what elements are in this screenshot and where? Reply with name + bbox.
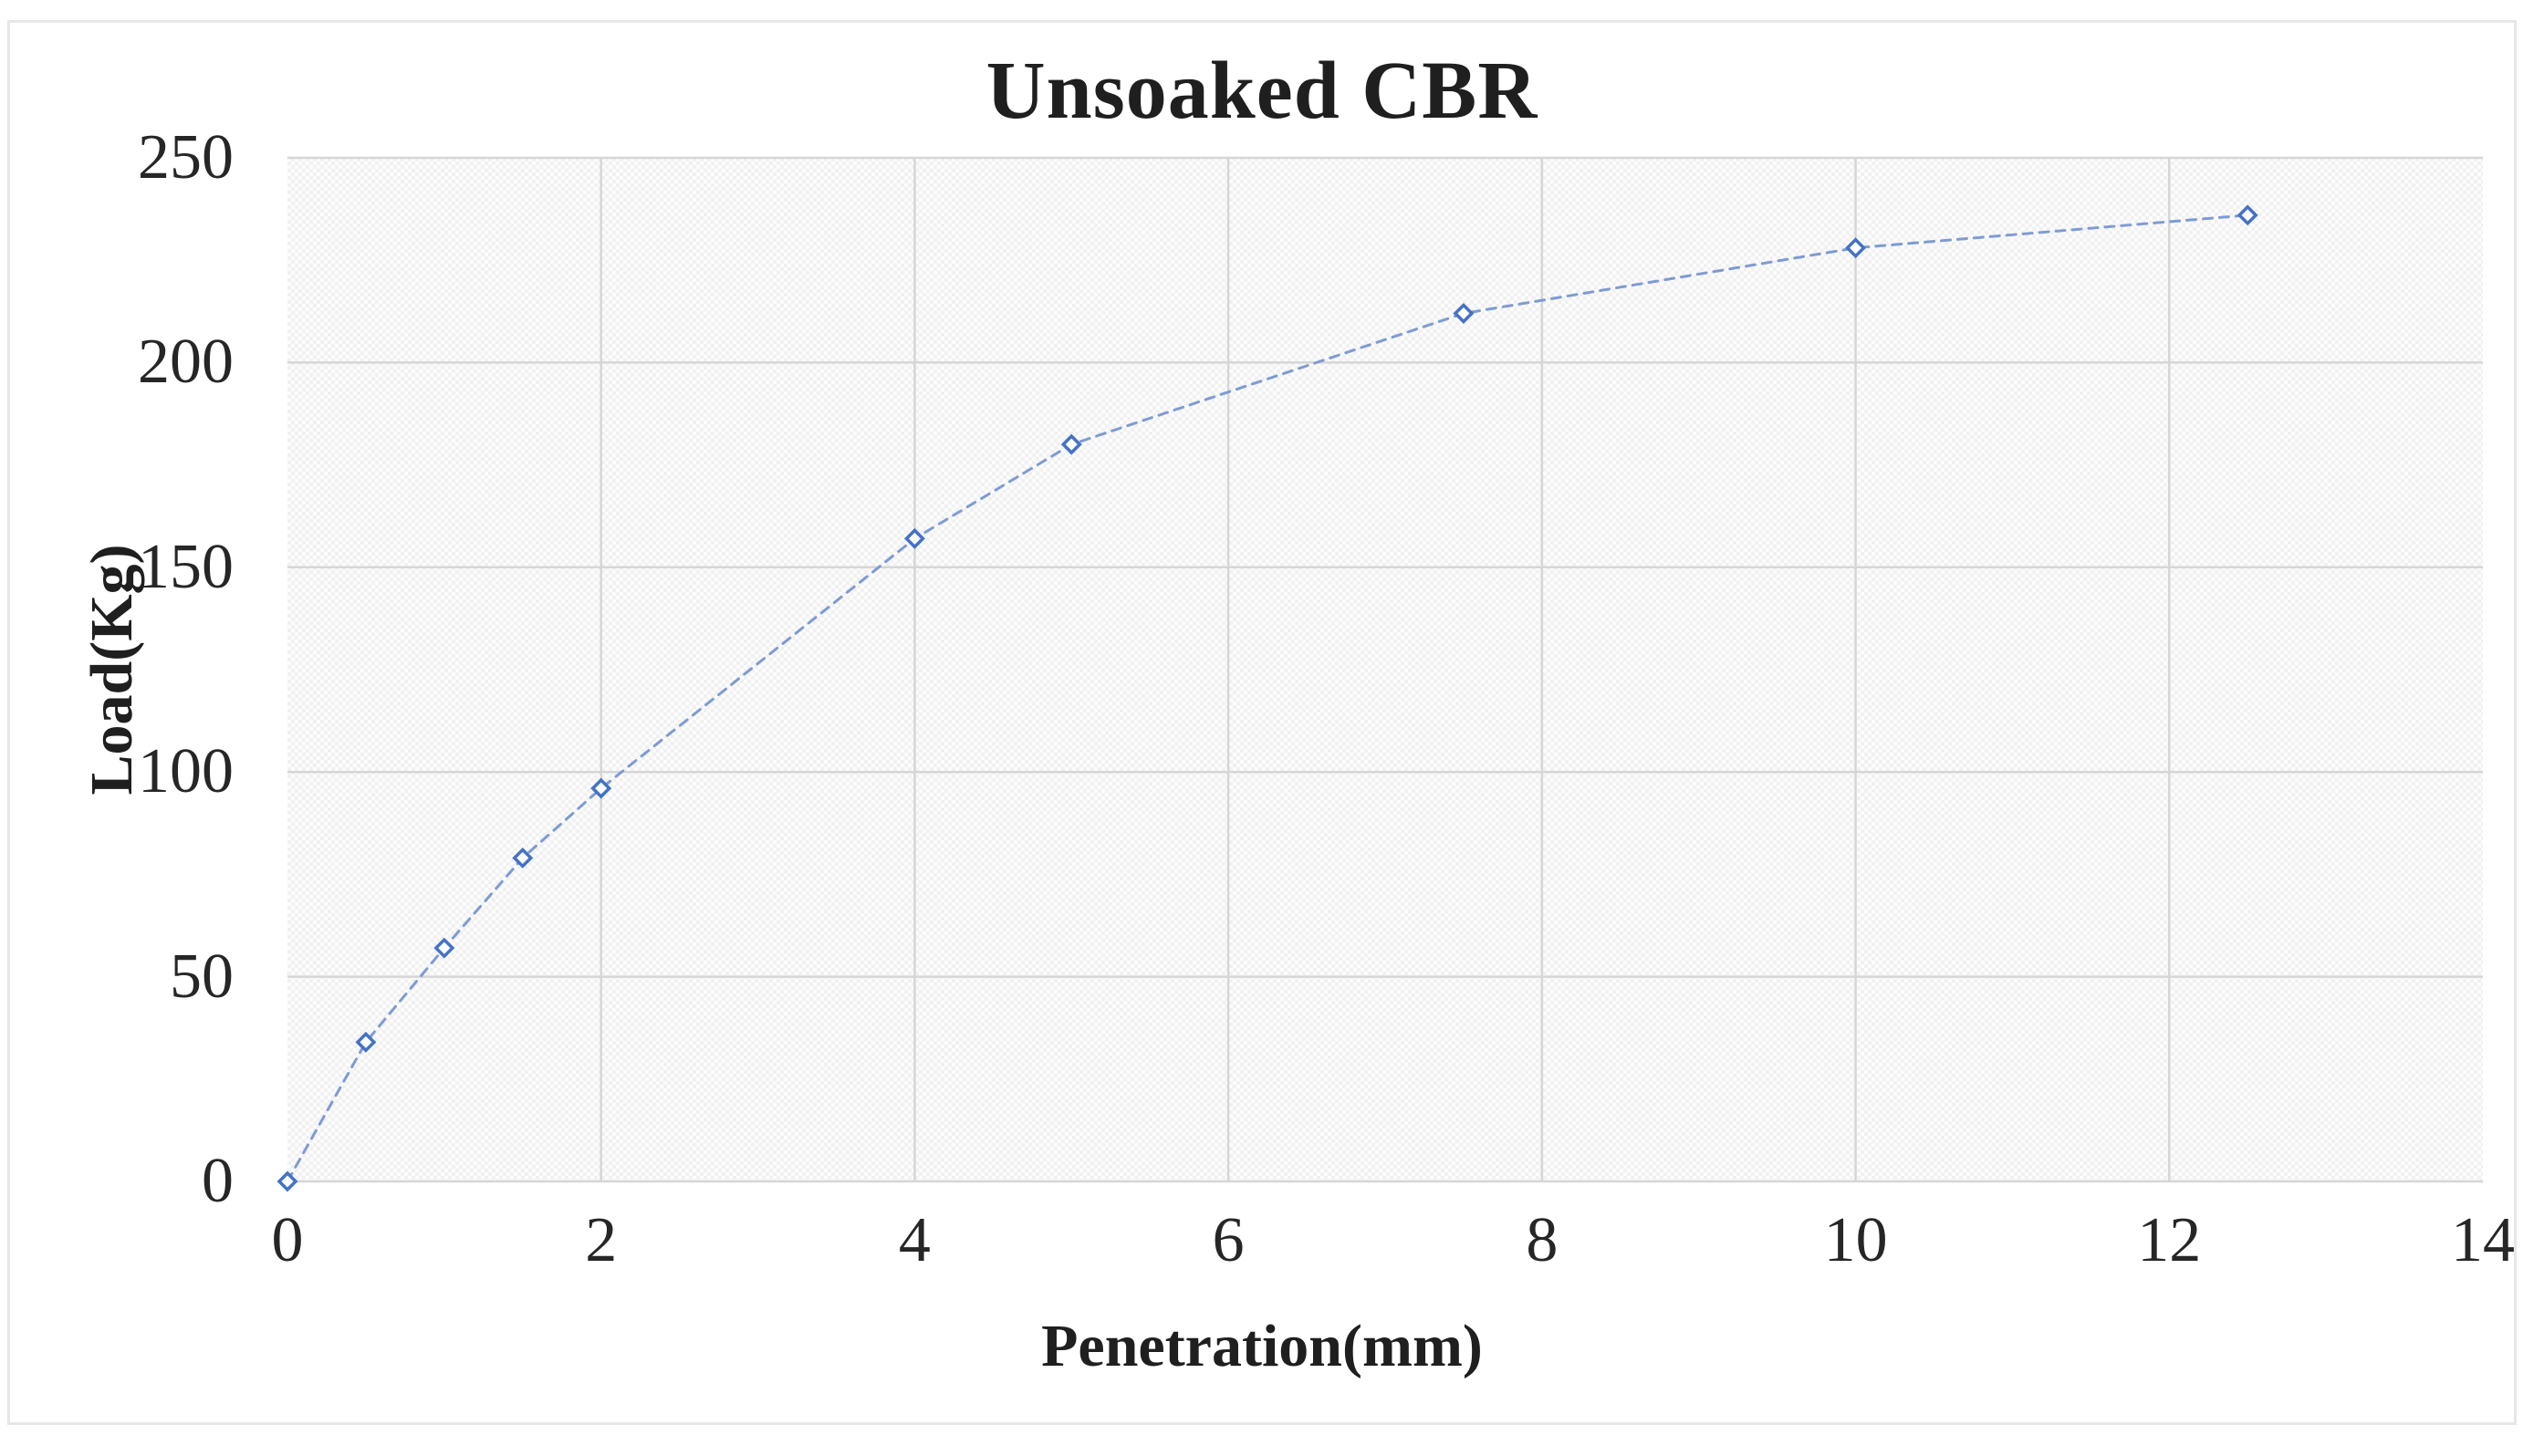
data-point-marker bbox=[590, 777, 612, 799]
series-line bbox=[286, 213, 2249, 1183]
x-tick-label: 6 bbox=[1212, 1205, 1245, 1275]
y-tick-label: 100 bbox=[138, 736, 234, 807]
data-point-marker bbox=[512, 847, 534, 868]
x-axis-title: Penetration(mm) bbox=[1041, 1313, 1483, 1379]
data-point-marker bbox=[433, 937, 455, 959]
data-point-marker bbox=[2236, 204, 2258, 226]
x-tick-label: 10 bbox=[1823, 1205, 1888, 1275]
chart-title: Unsoaked CBR bbox=[985, 46, 1538, 136]
plot-area bbox=[276, 156, 2483, 1192]
data-point-marker bbox=[355, 1031, 377, 1053]
series-plot bbox=[276, 156, 2483, 1192]
y-tick-label: 50 bbox=[170, 941, 234, 1012]
y-tick-label: 250 bbox=[138, 122, 234, 192]
x-tick-label: 2 bbox=[585, 1205, 618, 1275]
data-point-marker bbox=[276, 1170, 298, 1192]
x-tick-label: 8 bbox=[1526, 1205, 1559, 1275]
x-tick-label: 14 bbox=[2451, 1205, 2515, 1275]
y-tick-label: 200 bbox=[138, 327, 234, 398]
y-tick-label: 150 bbox=[138, 531, 234, 602]
x-tick-label: 4 bbox=[898, 1205, 931, 1275]
x-tick-label: 0 bbox=[271, 1205, 304, 1275]
data-point-marker bbox=[1845, 237, 1867, 259]
x-tick-label: 12 bbox=[2137, 1205, 2202, 1275]
data-point-marker bbox=[1060, 433, 1082, 455]
data-point-marker bbox=[903, 527, 925, 549]
data-point-marker bbox=[1453, 303, 1475, 325]
y-tick-label: 0 bbox=[202, 1146, 234, 1216]
